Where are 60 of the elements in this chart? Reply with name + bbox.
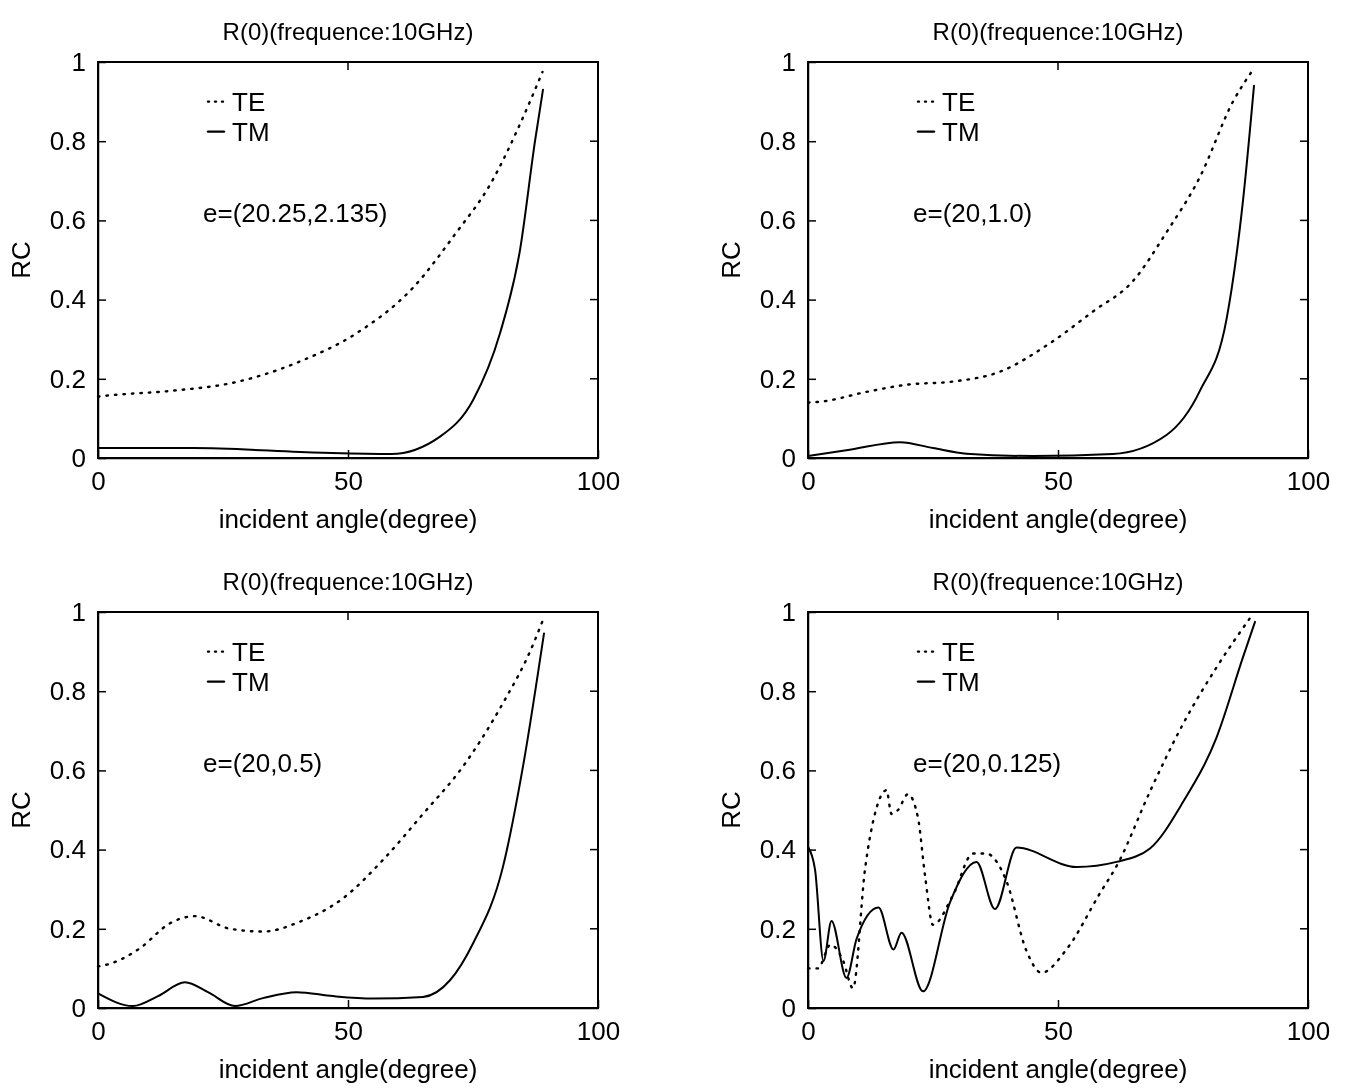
y-tick-label: 0.4 [49,284,86,315]
x-tick-label: 50 [334,1016,363,1047]
y-tick-label: 0.2 [49,363,86,394]
y-tick-label: 1 [781,46,796,77]
annotation: e=(20,0.125) [913,747,1062,778]
y-axis-title: RC [6,791,36,829]
y-tick-label: 1 [71,46,86,77]
y-tick-label: 0.6 [759,755,796,786]
x-tick-label: 0 [91,1016,106,1047]
y-tick-label: 0.2 [759,363,796,394]
annotation: e=(20,0.5) [203,747,323,778]
y-tick-label: 0.6 [49,755,86,786]
legend-label: TM [232,116,270,147]
chart-title: R(0)(frequence:10GHz) [222,568,474,595]
chart-title: R(0)(frequence:10GHz) [932,568,1184,595]
legend-label: TE [232,636,266,667]
x-tick-label: 0 [91,466,106,497]
y-tick-label: 0.4 [759,834,796,865]
x-tick-label: 100 [1286,1016,1331,1047]
x-tick-label: 0 [801,466,816,497]
y-tick-label: 0 [71,992,86,1023]
y-tick-label: 1 [71,596,86,627]
y-tick-label: 0.8 [759,676,796,707]
chart-title: R(0)(frequence:10GHz) [932,18,1184,45]
y-tick-label: 0.4 [49,834,86,865]
legend-label: TM [942,666,980,697]
y-tick-label: 0 [71,442,86,473]
y-axis-title: RC [716,791,746,829]
chart-title: R(0)(frequence:10GHz) [222,18,474,45]
y-tick-label: 0.6 [759,205,796,236]
x-tick-label: 50 [1044,1016,1073,1047]
y-tick-label: 0.8 [49,676,86,707]
y-tick-label: 0.2 [759,913,796,944]
x-tick-label: 100 [1286,466,1331,497]
x-axis-title: incident angle(degree) [218,1054,478,1084]
y-tick-label: 1 [781,596,796,627]
y-tick-label: 0.8 [49,126,86,157]
legend-label: TM [232,666,270,697]
y-axis-title: RC [716,241,746,279]
annotation: e=(20.25,2.135) [203,197,388,228]
x-tick-label: 0 [801,1016,816,1047]
legend-label: TM [942,116,980,147]
x-tick-label: 50 [334,466,363,497]
x-tick-label: 50 [1044,466,1073,497]
y-tick-label: 0 [781,992,796,1023]
y-tick-label: 0.8 [759,126,796,157]
y-tick-label: 0 [781,442,796,473]
y-axis-title: RC [6,241,36,279]
x-axis-title: incident angle(degree) [928,504,1188,534]
x-axis-title: incident angle(degree) [218,504,478,534]
legend-label: TE [942,636,976,667]
legend-label: TE [942,86,976,117]
annotation: e=(20,1.0) [913,197,1033,228]
y-tick-label: 0.6 [49,205,86,236]
x-axis-title: incident angle(degree) [928,1054,1188,1084]
y-tick-label: 0.2 [49,913,86,944]
legend-label: TE [232,86,266,117]
x-tick-label: 100 [576,466,621,497]
x-tick-label: 100 [576,1016,621,1047]
y-tick-label: 0.4 [759,284,796,315]
